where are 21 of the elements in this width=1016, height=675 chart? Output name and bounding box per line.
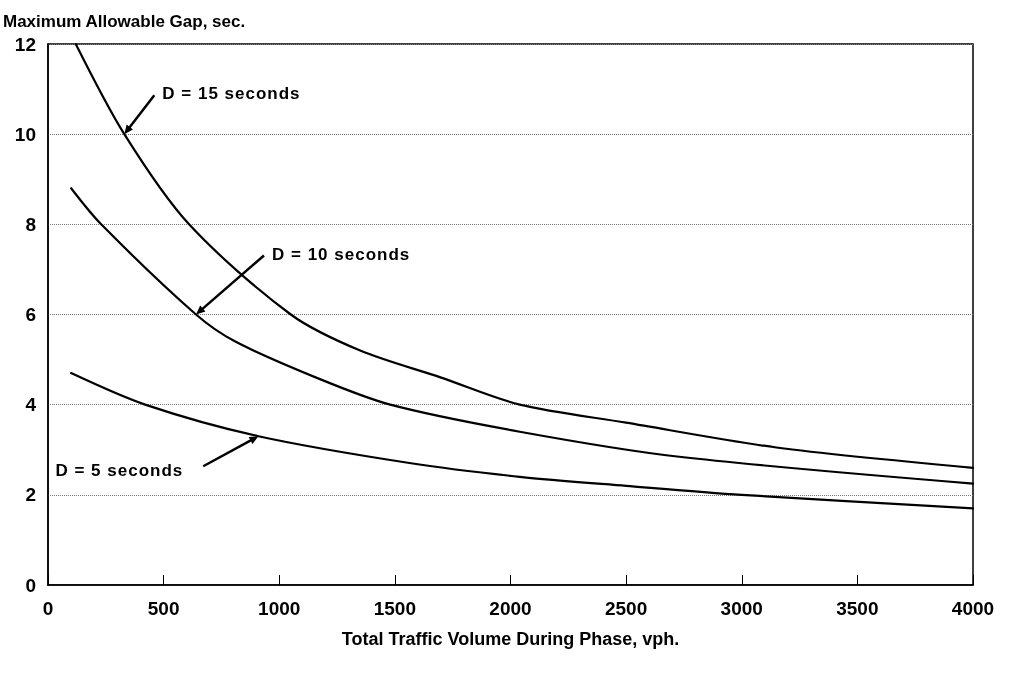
x-tick-label: 3000 (720, 598, 763, 619)
y-tick-label: 12 (14, 33, 36, 55)
x-tick-label: 3500 (836, 598, 879, 619)
y-tick-label: 6 (25, 304, 36, 325)
y-tick-label: 2 (25, 484, 36, 506)
x-tick-label: 0 (42, 598, 54, 619)
x-tick-label: 1500 (373, 598, 417, 619)
y-axis-title: Maximum Allowable Gap, sec. (3, 12, 246, 31)
x-axis-title: Total Traffic Volume During Phase, vph. (341, 629, 680, 649)
y-tick-label: 0 (25, 574, 36, 596)
x-tick-label: 4000 (951, 598, 995, 619)
x-tick-label: 500 (147, 598, 180, 619)
annotation: D = 15 seconds (162, 84, 301, 104)
x-tick-label: 2000 (489, 598, 532, 619)
x-tick-label: 1000 (258, 598, 301, 619)
y-tick-label: 4 (25, 394, 37, 416)
y-tick-label: 8 (25, 213, 36, 235)
annotation: D = 5 seconds (55, 461, 184, 481)
y-tick-label: 10 (14, 123, 36, 145)
x-tick-label: 2500 (604, 598, 648, 619)
annotation: D = 10 seconds (272, 244, 411, 264)
